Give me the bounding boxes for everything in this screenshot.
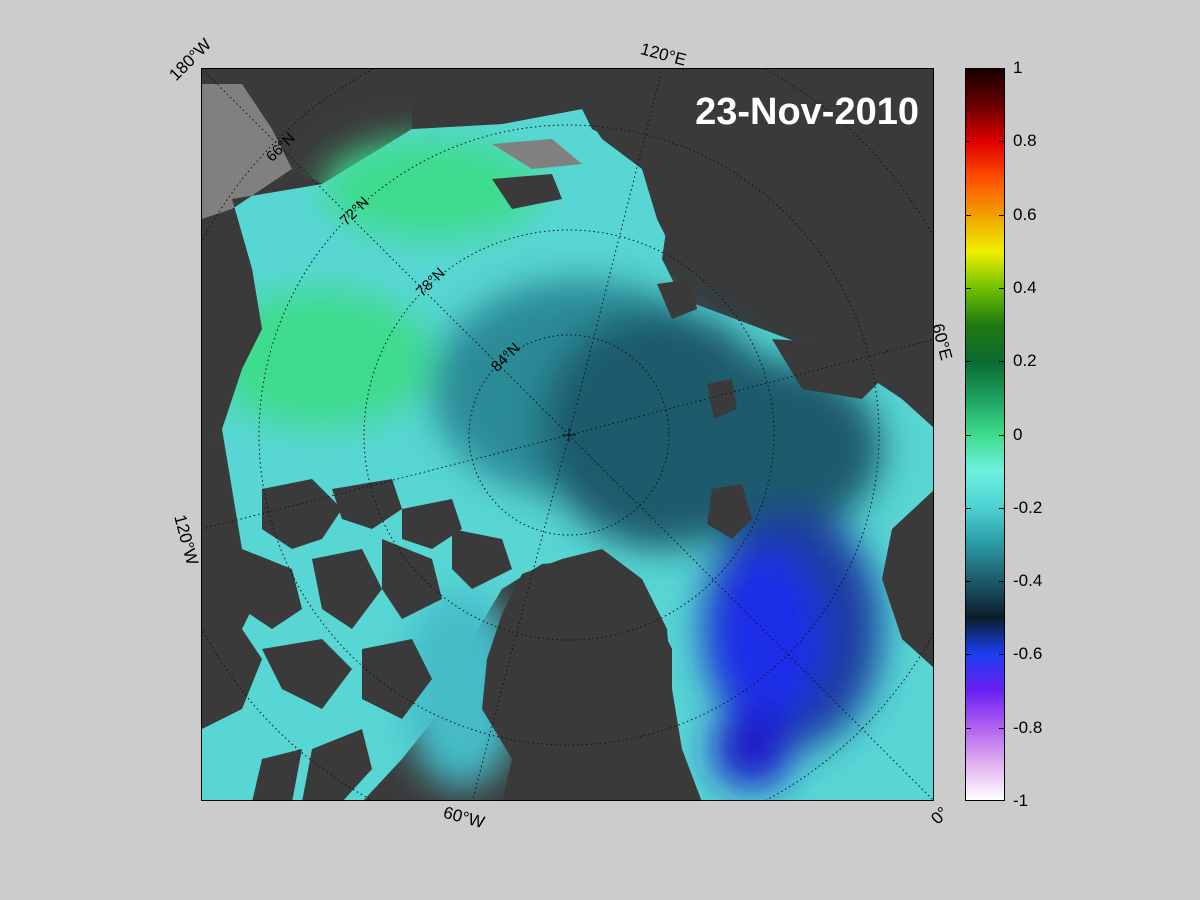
greenland [482, 549, 702, 800]
colorbar-tick-mark [966, 800, 971, 801]
colorbar-tick-label: -0.4 [1013, 571, 1043, 591]
meridian-0 [568, 434, 933, 800]
colorbar-tick-label: -1 [1013, 791, 1029, 810]
colorbar-tick-mark [966, 141, 971, 143]
colorbar-tick-label: 0.4 [1013, 277, 1037, 297]
colorbar-tick-label: 0.6 [1013, 204, 1037, 224]
colorbar-tick-mark [999, 287, 1004, 289]
graticule [202, 69, 933, 800]
colorbar-tick-mark [999, 581, 1004, 583]
lat-circle-84 [468, 334, 670, 536]
colorbar-tick-mark [966, 507, 971, 509]
colorbar-tick-mark [999, 800, 1004, 801]
colorbar-tick-mark [999, 434, 1004, 436]
lon-label-120w: 120°W [170, 512, 202, 568]
lon-label-0: 0° [927, 803, 953, 829]
colorbar-tick-label: 0.8 [1013, 131, 1037, 151]
colorbar-tick-mark [999, 507, 1004, 509]
arctic-islands-east [492, 174, 892, 539]
scandinavia [882, 490, 933, 668]
lon-label-60w: 60°W [441, 802, 487, 833]
colorbar-tick-mark [966, 68, 971, 69]
colorbar-tick-mark [966, 434, 971, 436]
lon-label-120e: 120°E [638, 39, 689, 70]
colorbar-tick-mark [999, 141, 1004, 143]
colorbar [965, 68, 1005, 801]
colorbar-tick-mark [966, 581, 971, 583]
colorbar-tick-mark [966, 361, 971, 363]
ice-shelf-west [202, 84, 292, 219]
colorbar-tick-label: -0.6 [1013, 644, 1043, 664]
siberia [412, 69, 933, 329]
colorbar-tick-mark [999, 727, 1004, 729]
meridian-180 [202, 69, 570, 436]
alaska [202, 169, 322, 449]
colorbar-tick-mark [999, 654, 1004, 656]
colorbar-tick-mark [999, 214, 1004, 216]
colorbar-tick-label: 1 [1013, 58, 1023, 77]
colorbar-tick-mark [966, 727, 971, 729]
colorbar-tick-mark [966, 287, 971, 289]
lat-circle-78 [363, 229, 775, 641]
colorbar-tick-mark [966, 654, 971, 656]
date-label: 23-Nov-2010 [695, 91, 919, 133]
colorbar-tick-label: -0.8 [1013, 717, 1043, 737]
canadian-archipelago [202, 479, 512, 800]
polar-map: 23-Nov-2010 66°N 72°N 78°N 84°N [201, 68, 934, 801]
polar-map-canvas [202, 69, 933, 800]
meridian-60e [568, 339, 933, 436]
pole-marker [562, 428, 576, 442]
colorbar-tick-mark [999, 68, 1004, 69]
meridian-60w [472, 434, 570, 800]
colorbar-gradient [966, 69, 1004, 800]
colorbar-tick-label: -0.2 [1013, 497, 1043, 517]
lat-circle-72 [258, 124, 880, 746]
siberia-shelf [492, 139, 582, 169]
colorbar-tick-label: 0 [1013, 424, 1023, 444]
meridian-120w [202, 434, 570, 530]
colorbar-tick-mark [966, 214, 971, 216]
colorbar-tick-mark [999, 361, 1004, 363]
colorbar-tick-label: 0.2 [1013, 351, 1037, 371]
